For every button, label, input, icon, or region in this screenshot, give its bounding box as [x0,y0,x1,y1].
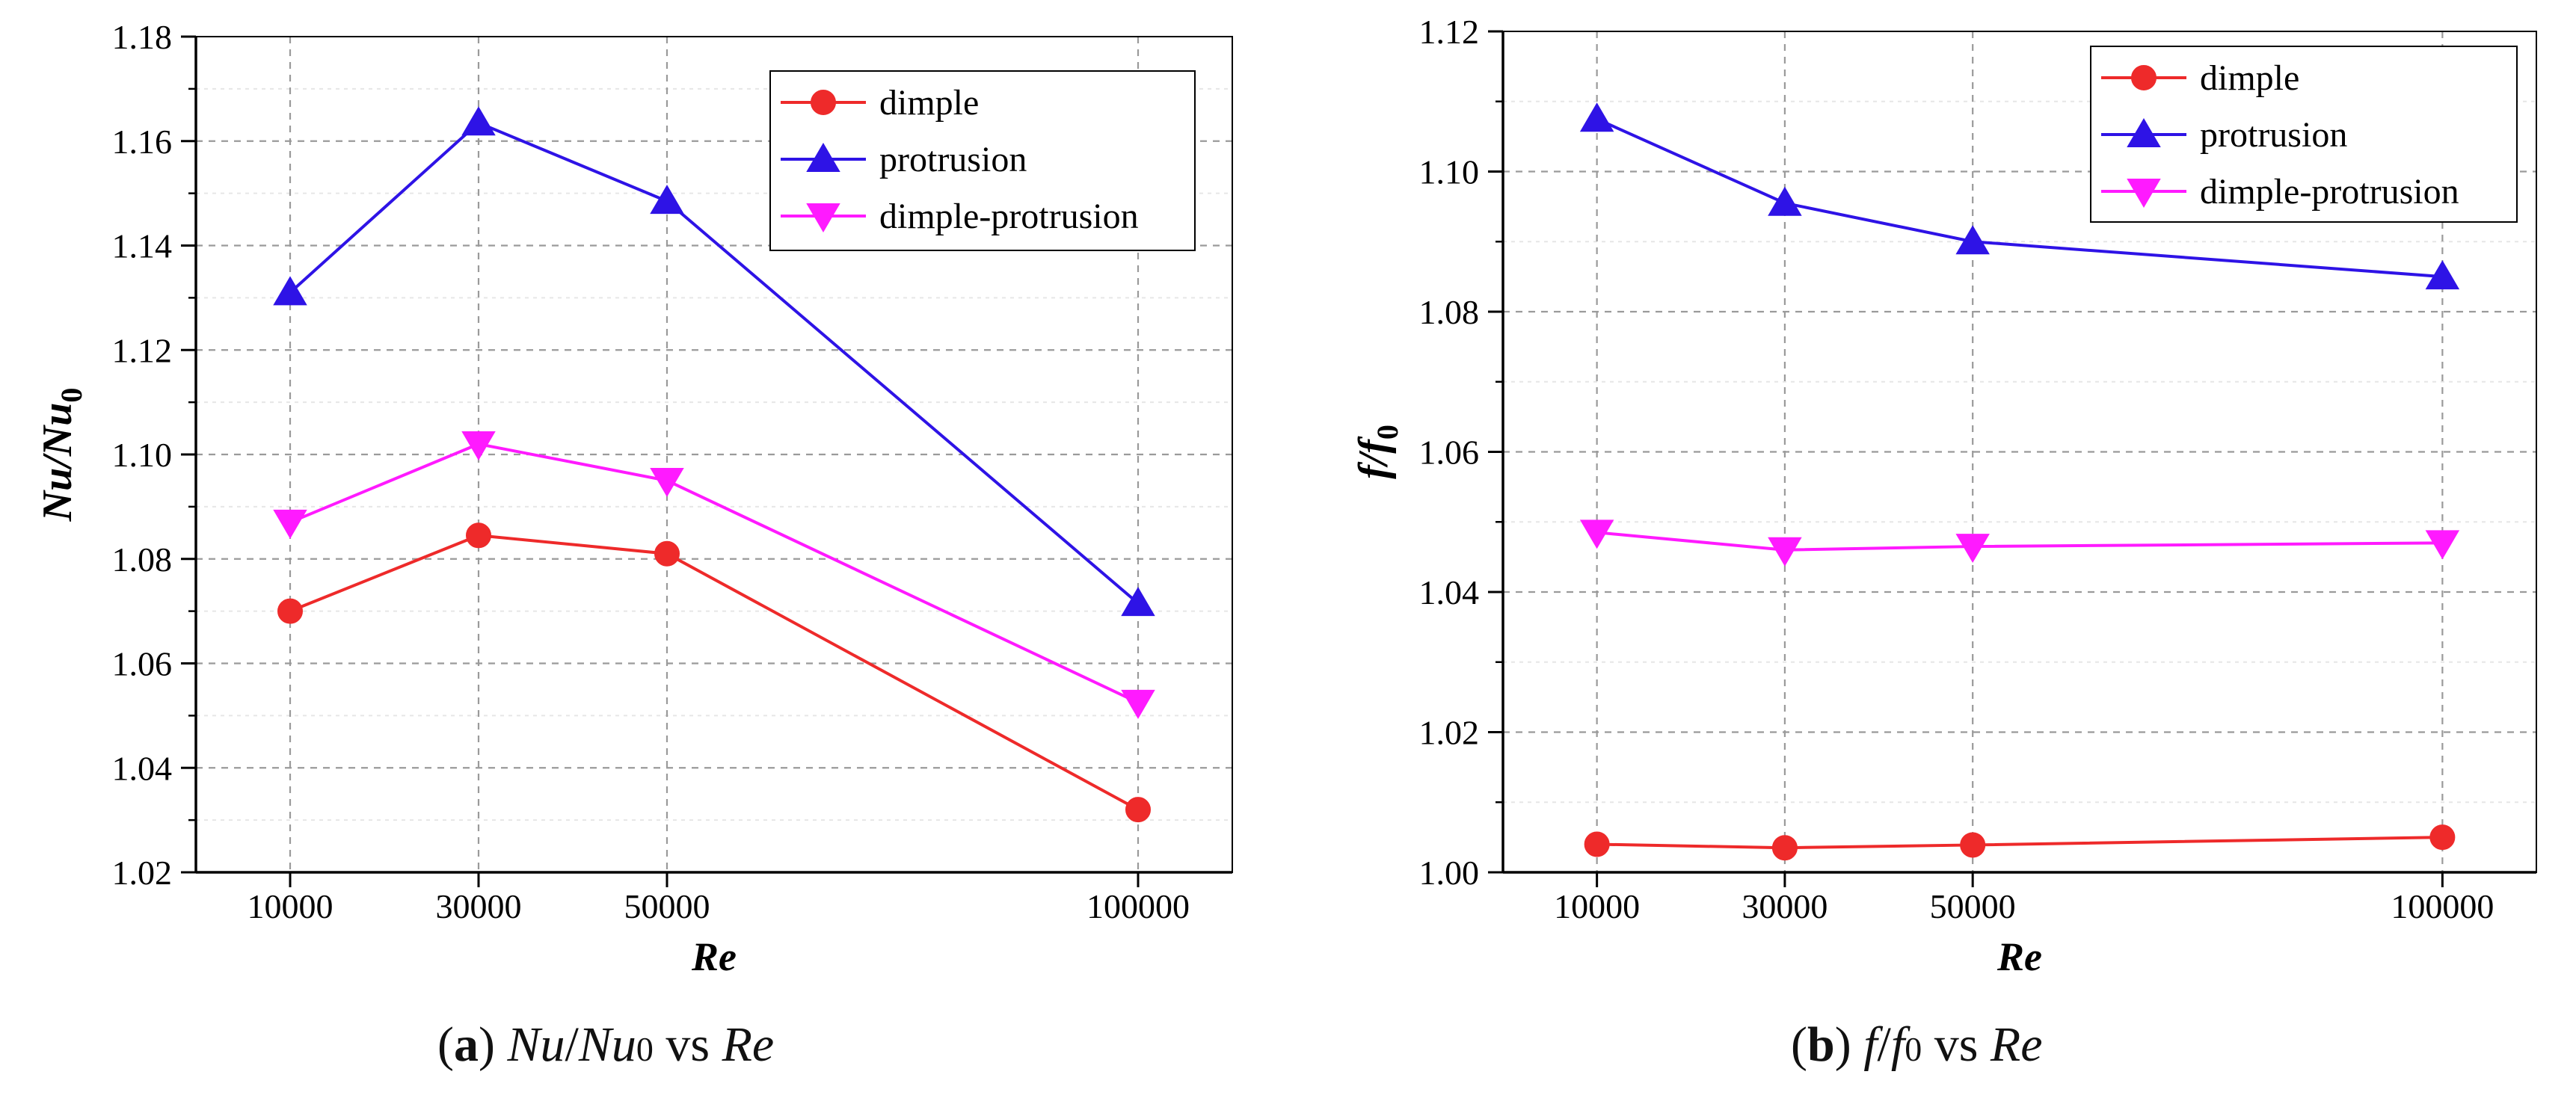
caption-a-part1: Nu [507,1017,565,1072]
data-point-protrusion [1955,225,1990,255]
y-tick-label: 1.04 [112,749,173,787]
y-tick-label: 1.12 [112,331,173,369]
series-line-protrusion [289,120,1140,605]
caption-b-sep: / [1877,1017,1891,1072]
data-point-protrusion [461,106,496,136]
x-tick-label: 100000 [1086,887,1190,925]
data-point-dimple-protrusion [1579,519,1614,549]
legend-marker [2131,65,2157,90]
caption-b-letter: b [1807,1017,1835,1072]
series-line-dimple-protrusion [1596,531,2443,552]
y-tick-label: 1.06 [112,645,173,683]
caption-b-vs: vs [1922,1017,1991,1072]
caption-a-vs: vs [653,1017,722,1072]
x-axis-label: Re [691,934,737,979]
data-point-protrusion [2425,260,2460,290]
y-tick-label: 1.00 [1419,854,1480,892]
data-point-protrusion [650,185,684,215]
data-point-dimple [654,540,680,567]
y-tick-label: 1.18 [112,18,173,56]
y-tick-label: 1.04 [1419,573,1480,611]
data-point-dimple [2429,824,2456,851]
caption-a-sub: 0 [636,1030,654,1068]
y-tick-label: 1.06 [1419,434,1480,472]
series-line-dimple [1596,836,2443,850]
data-point-dimple-protrusion [650,467,684,497]
caption-a: (a) Nu/Nu0 vs Re [437,1017,774,1073]
data-point-protrusion [1121,587,1155,617]
chart-b: 1.00 1.02 1.04 1.06 1.08 1.10 1.12 10000 30000 50… [1350,13,2537,979]
legend-label: protrusion [2200,115,2347,155]
y-tick-label: 1.08 [112,540,173,579]
legend-label: dimple [879,83,979,123]
data-point-dimple [1125,797,1151,823]
caption-b-part1: f [1863,1017,1878,1072]
series-line-dimple-protrusion [289,442,1139,704]
legend-marker [806,203,840,232]
caption-a-letter: a [453,1017,479,1072]
data-point-dimple [1771,835,1798,861]
legend-marker [811,90,836,115]
y-tick-label: 1.10 [1419,153,1480,191]
data-point-dimple-protrusion [461,431,496,461]
y-axis-label: Nu/Nu0 [34,388,88,522]
y-tick-label: 1.10 [112,436,173,474]
data-point-dimple [466,522,491,549]
legend-label: dimple-protrusion [879,197,1139,236]
caption-b-suffix: ) [1834,1017,1851,1072]
data-point-protrusion [273,276,307,306]
x-axis-label: Re [1996,934,2042,979]
legend-marker [2127,118,2161,147]
y-tick-label: 1.02 [1419,714,1480,752]
y-tick-label: 1.08 [1419,293,1480,331]
data-point-dimple [1584,831,1610,857]
x-tick-label: 50000 [1930,887,2016,925]
series-line-dimple [289,534,1139,811]
data-point-dimple [1960,832,1986,858]
caption-b-part2: f [1890,1017,1905,1072]
data-point-protrusion [1579,102,1614,132]
caption-b-prefix: ( [1791,1017,1807,1072]
x-tick-label: 100000 [2391,887,2494,925]
caption-b-var: Re [1990,1017,2043,1072]
caption-a-sep: / [565,1017,579,1072]
y-axis-label: f/f0 [1350,425,1404,479]
data-point-dimple-protrusion [1768,537,1802,567]
x-tick-label: 30000 [1742,887,1828,925]
legend-marker [2127,179,2161,208]
caption-b-sub: 0 [1905,1030,1922,1068]
caption-a-prefix: ( [437,1017,454,1072]
legend-label: protrusion [879,140,1027,179]
x-tick-label: 50000 [624,887,710,925]
caption-a-part2: Nu [578,1017,636,1072]
x-tick-label: 10000 [248,887,333,925]
y-tick-label: 1.16 [112,123,173,161]
x-tick-label: 10000 [1554,887,1640,925]
caption-a-var: Re [722,1017,775,1072]
y-tick-label: 1.14 [112,227,173,265]
data-point-dimple-protrusion [1121,689,1155,719]
data-point-dimple-protrusion [2425,530,2460,560]
legend-label: dimple-protrusion [2200,172,2459,212]
data-point-protrusion [1768,186,1802,216]
data-point-dimple-protrusion [1955,534,1990,564]
x-tick-label: 30000 [436,887,522,925]
legend-label: dimple [2200,58,2299,98]
caption-b: (b) f/f0 vs Re [1791,1017,2043,1073]
y-tick-label: 1.12 [1419,13,1480,51]
series-line-protrusion [1596,117,2443,279]
chart-a: 1.02 1.04 1.06 1.08 1.10 1.12 1.14 1.16 1.18 1000… [34,18,1233,979]
data-point-dimple [277,598,303,624]
y-tick-label: 1.02 [112,854,173,892]
data-point-dimple-protrusion [273,509,307,539]
legend-marker [806,143,840,172]
caption-a-suffix: ) [478,1017,495,1072]
